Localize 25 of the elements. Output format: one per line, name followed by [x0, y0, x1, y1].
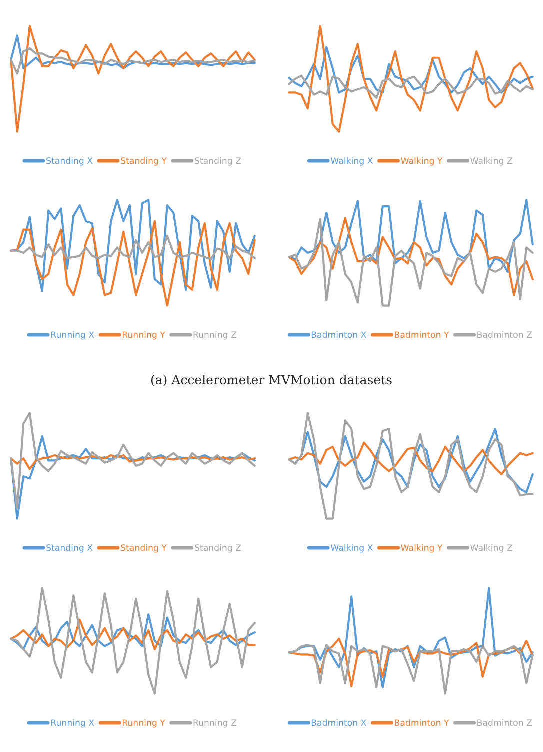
legend-label: Running Y [122, 719, 166, 728]
legend-label: Badminton Y [395, 719, 450, 726]
legend-label: Standing Z [195, 157, 242, 166]
legend-label: Running Z [194, 331, 236, 340]
legend-label: Badminton Y [395, 331, 450, 338]
legend-label: Walking Y [401, 157, 443, 166]
legend-label: Standing X [46, 544, 93, 553]
legend-label: Standing Z [195, 544, 242, 553]
legend-label: Walking Y [401, 544, 443, 553]
legend-label: Standing Y [121, 544, 167, 553]
legend-label: Running X [51, 719, 94, 728]
text: Badminton X [312, 331, 366, 338]
legend-label: Standing X [46, 157, 93, 166]
legend-label: Running X [51, 331, 94, 340]
legend-label: Running Y [122, 331, 166, 340]
legend-label: Walking X [330, 544, 373, 553]
legend-label: Walking Z [470, 157, 512, 166]
text: Badminton X [312, 719, 366, 726]
legend-label: Walking X [330, 157, 373, 166]
legend-label: Standing Y [121, 157, 167, 166]
legend-label: Badminton Z [478, 331, 532, 338]
legend-label: Walking Z [470, 544, 512, 553]
legend-label: Running Z [194, 719, 236, 728]
legend-label: Badminton Z [478, 719, 532, 726]
text: (a) Accelerometer MVMotion datasets [151, 374, 392, 386]
